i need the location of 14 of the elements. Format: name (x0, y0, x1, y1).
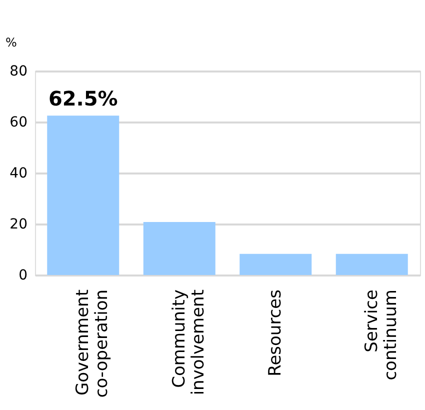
bar (47, 116, 120, 275)
y-tick-label: 40 (10, 166, 28, 182)
bar (336, 254, 408, 275)
x-tick-label: Service continuum (362, 290, 401, 380)
data-label: 62.5% (48, 86, 118, 111)
bar (240, 254, 312, 275)
y-tick-label: 80 (10, 64, 28, 80)
y-tick-label: 0 (18, 268, 28, 284)
y-tick-label: 20 (10, 216, 28, 232)
x-tick-label: Resources (266, 289, 286, 376)
y-tick-label: 60 (10, 114, 28, 130)
bar (143, 222, 216, 275)
x-tick-label: Government co-operation (73, 289, 112, 398)
y-axis-title: % (6, 36, 17, 50)
